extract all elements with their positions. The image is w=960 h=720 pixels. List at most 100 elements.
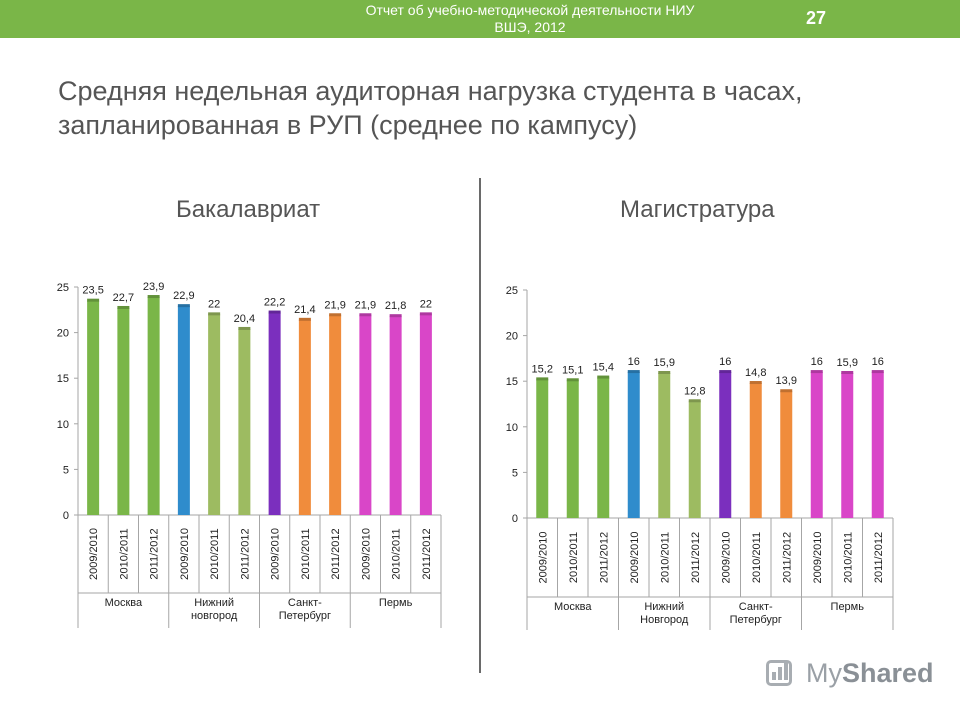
data-label: 21,4 xyxy=(294,304,315,316)
group-label: Пермь xyxy=(831,601,865,613)
bar-cap xyxy=(238,326,251,330)
x-tick-label: 2010/2011 xyxy=(118,528,130,579)
data-label: 15,1 xyxy=(562,364,583,376)
data-label: 21,8 xyxy=(385,300,406,312)
bar xyxy=(419,314,432,515)
y-tick-label: 5 xyxy=(63,464,69,476)
x-tick-label: 2011/2012 xyxy=(330,528,342,579)
x-tick-label: 2009/2010 xyxy=(179,528,191,580)
x-tick-label: 2010/2011 xyxy=(209,528,221,579)
x-tick-label: 2011/2012 xyxy=(421,528,433,579)
report-title: Отчет об учебно-методической деятельност… xyxy=(365,2,695,35)
logo-text-regular: My xyxy=(806,658,842,688)
y-tick-label: 15 xyxy=(57,373,69,385)
x-tick-label: 2010/2011 xyxy=(300,528,312,579)
data-label: 22,2 xyxy=(264,297,285,309)
y-tick-label: 25 xyxy=(57,282,69,294)
group-label: Нижний новгород xyxy=(191,597,238,622)
y-tick-label: 10 xyxy=(506,422,518,434)
group-label: Нижний Новгород xyxy=(640,601,689,626)
data-label: 16 xyxy=(872,356,884,368)
data-label: 14,8 xyxy=(745,367,766,379)
bar-cap xyxy=(597,375,610,379)
divider-line xyxy=(479,178,481,673)
x-tick-label: 2009/2010 xyxy=(537,532,549,584)
data-label: 12,8 xyxy=(684,385,705,397)
bar-cap xyxy=(177,304,190,308)
bar xyxy=(749,383,762,518)
bar xyxy=(597,377,610,518)
data-label: 15,9 xyxy=(654,357,675,369)
bar xyxy=(117,307,130,515)
bar xyxy=(329,315,342,515)
bar xyxy=(389,316,402,515)
bar-cap xyxy=(627,370,640,374)
y-tick-label: 20 xyxy=(57,328,69,340)
bar xyxy=(268,312,281,515)
bar xyxy=(658,372,671,518)
data-label: 21,9 xyxy=(355,299,376,311)
x-tick-label: 2010/2011 xyxy=(659,532,671,583)
y-tick-label: 25 xyxy=(506,285,518,297)
bar xyxy=(238,328,251,515)
chart-title-bachelor: Бакалавриат xyxy=(176,196,321,223)
x-tick-label: 2011/2012 xyxy=(598,532,610,583)
x-tick-label: 2011/2012 xyxy=(690,532,702,583)
bar xyxy=(87,300,100,515)
data-label: 22 xyxy=(420,298,432,310)
bar-cap xyxy=(841,370,854,374)
data-label: 22,7 xyxy=(113,292,134,304)
y-tick-label: 0 xyxy=(63,510,69,522)
page-number: 27 xyxy=(806,8,827,28)
group-label: Москва xyxy=(554,601,592,613)
bar xyxy=(627,372,640,518)
bar xyxy=(871,372,884,518)
bar-cap xyxy=(268,310,281,314)
x-tick-label: 2011/2012 xyxy=(149,528,161,579)
data-label: 16 xyxy=(811,356,823,368)
chart-title-master: Магистратура xyxy=(620,196,775,223)
bar xyxy=(841,372,854,518)
group-label: Санкт-Петербург xyxy=(730,601,782,626)
bar-cap xyxy=(87,298,100,302)
x-tick-label: 2011/2012 xyxy=(239,528,251,579)
y-tick-label: 15 xyxy=(506,376,518,388)
bar-cap xyxy=(719,370,732,374)
x-tick-label: 2009/2010 xyxy=(720,532,732,584)
x-tick-label: 2009/2010 xyxy=(629,532,641,584)
group-label: Санкт-Петербург xyxy=(279,597,331,622)
x-tick-label: 2010/2011 xyxy=(568,532,580,583)
y-tick-label: 20 xyxy=(506,331,518,343)
data-label: 21,9 xyxy=(324,299,345,311)
bar xyxy=(298,319,311,515)
group-label: Москва xyxy=(105,597,143,609)
data-label: 16 xyxy=(719,356,731,368)
data-label: 15,4 xyxy=(593,362,614,374)
bar xyxy=(780,391,793,518)
data-label: 23,9 xyxy=(143,281,164,293)
data-label: 16 xyxy=(628,356,640,368)
group-label: Пермь xyxy=(379,597,413,609)
bar-cap xyxy=(810,370,823,374)
bar xyxy=(208,314,221,515)
bar-cap xyxy=(688,399,701,403)
bar-cap xyxy=(419,312,432,316)
x-tick-label: 2010/2011 xyxy=(751,532,763,583)
data-label: 13,9 xyxy=(776,375,797,387)
x-tick-label: 2010/2011 xyxy=(391,528,403,579)
bar xyxy=(147,297,160,515)
bar-cap xyxy=(780,389,793,393)
bar-cap xyxy=(298,317,311,321)
bar xyxy=(536,379,549,518)
data-label: 22,9 xyxy=(173,290,194,302)
header-bar: Отчет об учебно-методической деятельност… xyxy=(0,0,960,38)
data-label: 23,5 xyxy=(82,285,103,297)
y-tick-label: 0 xyxy=(512,513,518,525)
data-label: 20,4 xyxy=(234,313,255,325)
x-tick-label: 2009/2010 xyxy=(270,528,282,580)
x-tick-label: 2010/2011 xyxy=(842,532,854,583)
bar-cap xyxy=(147,295,160,299)
bar xyxy=(688,401,701,518)
logo-text-bold: Shared xyxy=(842,658,934,688)
